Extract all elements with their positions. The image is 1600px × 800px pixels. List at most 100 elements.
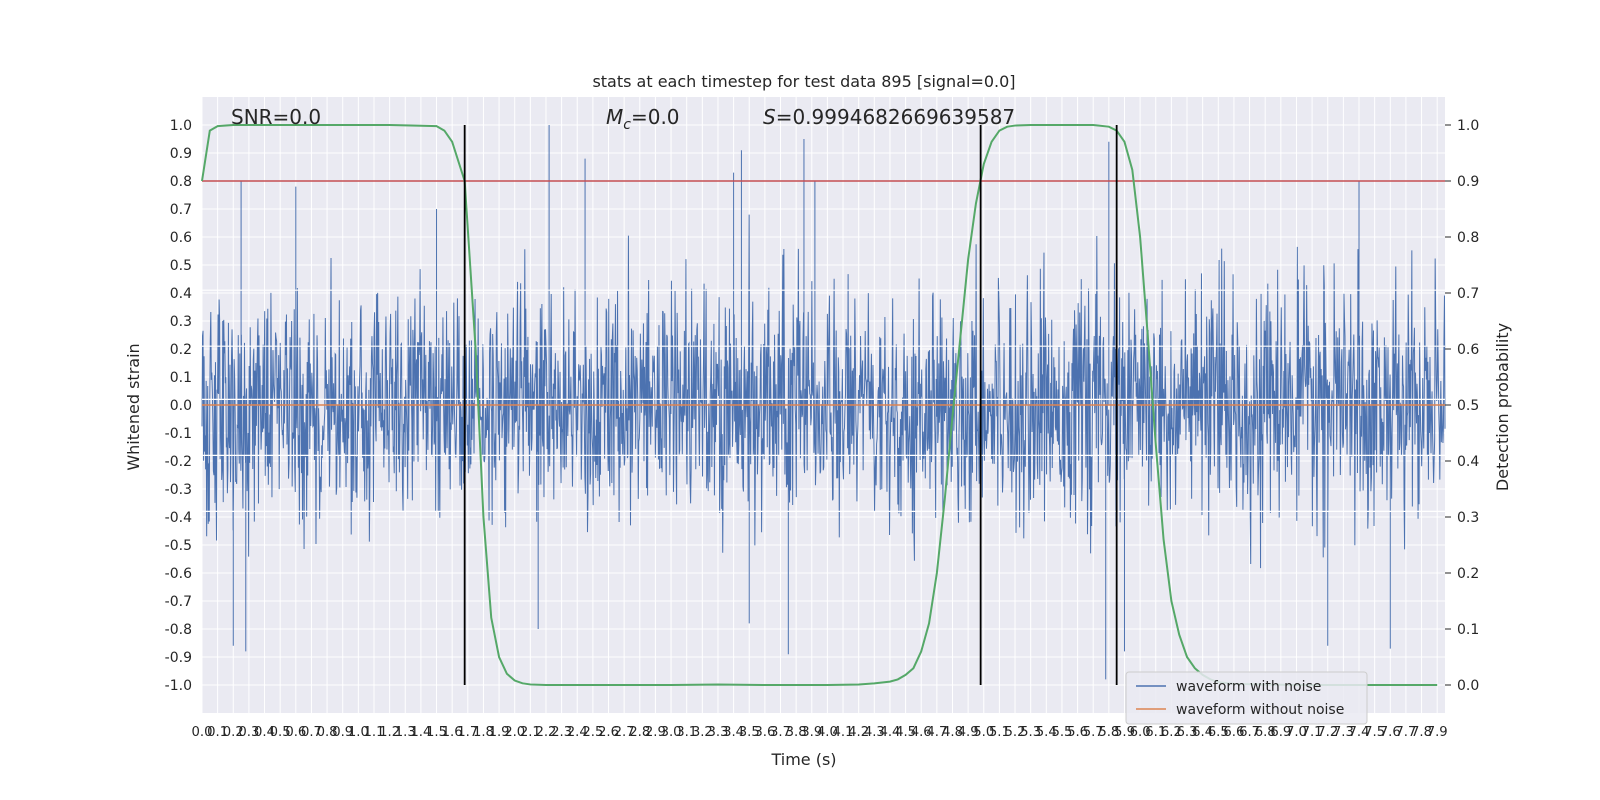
y-tick-label-left: -1.0 bbox=[165, 678, 192, 694]
x-tick-label: 7.1 bbox=[1302, 725, 1323, 740]
y-axis-right: 1.0 0.9 0.8 0.7 0.6 0.5 0.4 0.3 0.2 0.1 0.0 bbox=[1445, 118, 1479, 694]
x-tick-label: 5.2 bbox=[1005, 725, 1026, 740]
x-tick-label: 1.3 bbox=[395, 725, 416, 740]
x-tick-label: 0.5 bbox=[270, 725, 291, 740]
x-tick-label: 1.2 bbox=[379, 725, 400, 740]
x-axis: 0.00.10.20.30.40.50.60.70.80.91.01.11.21… bbox=[192, 725, 1448, 740]
x-tick-label: 2.4 bbox=[567, 725, 588, 740]
y-tick-label-right: 0.4 bbox=[1457, 454, 1479, 470]
x-tick-label: 4.2 bbox=[848, 725, 869, 740]
x-tick-label: 5.5 bbox=[1051, 725, 1072, 740]
x-tick-label: 4.6 bbox=[911, 725, 932, 740]
x-tick-label: 7.6 bbox=[1380, 725, 1401, 740]
s-annotation: S=0.9994682669639587 bbox=[763, 105, 1015, 129]
x-tick-label: 3.9 bbox=[801, 725, 822, 740]
y-tick-label-right: 0.5 bbox=[1457, 398, 1479, 414]
x-tick-label: 4.9 bbox=[958, 725, 979, 740]
y-tick-label-right: 0.6 bbox=[1457, 342, 1479, 358]
legend-label-clean: waveform without noise bbox=[1176, 702, 1344, 718]
series-detection-probability bbox=[201, 124, 1438, 686]
y-tick-label-left: -0.9 bbox=[165, 650, 192, 666]
x-tick-label: 4.1 bbox=[833, 725, 854, 740]
x-tick-label: 5.4 bbox=[1036, 725, 1057, 740]
x-tick-label: 1.7 bbox=[457, 725, 478, 740]
x-tick-label: 6.3 bbox=[1177, 725, 1198, 740]
y-tick-label-left: 0.5 bbox=[170, 258, 192, 274]
y-tick-label-left: -0.7 bbox=[165, 594, 192, 610]
x-tick-label: 3.0 bbox=[661, 725, 682, 740]
y-tick-label-left: -0.3 bbox=[165, 482, 192, 498]
x-tick-label: 5.0 bbox=[973, 725, 994, 740]
x-tick-label: 1.5 bbox=[426, 725, 447, 740]
snr-annotation: SNR=0.0 bbox=[231, 105, 321, 129]
x-tick-label: 4.0 bbox=[817, 725, 838, 740]
y-tick-label-right: 0.2 bbox=[1457, 566, 1479, 582]
noise-series bbox=[201, 125, 1446, 680]
x-tick-label: 1.9 bbox=[489, 725, 510, 740]
x-tick-label: 3.4 bbox=[723, 725, 744, 740]
y-tick-label-left: 0.7 bbox=[170, 202, 192, 218]
x-tick-label: 1.4 bbox=[410, 725, 431, 740]
x-tick-label: 4.8 bbox=[942, 725, 963, 740]
x-tick-label: 4.5 bbox=[895, 725, 916, 740]
mc-annotation: Mc=0.0 bbox=[606, 105, 680, 133]
y-tick-label-right: 0.9 bbox=[1457, 174, 1479, 190]
y-tick-label-left: 0.8 bbox=[170, 174, 192, 190]
annotations: SNR=0.0 Mc=0.0 S=0.9994682669639587 bbox=[231, 105, 1015, 133]
x-tick-label: 2.7 bbox=[614, 725, 635, 740]
y-tick-label-left: 0.4 bbox=[170, 286, 192, 302]
y-tick-label-left: -0.2 bbox=[165, 454, 192, 470]
x-tick-label: 7.2 bbox=[1317, 725, 1338, 740]
x-tick-label: 1.8 bbox=[473, 725, 494, 740]
x-tick-label: 5.3 bbox=[1020, 725, 1041, 740]
x-tick-label: 3.1 bbox=[676, 725, 697, 740]
x-tick-label: 2.6 bbox=[598, 725, 619, 740]
x-tick-label: 7.0 bbox=[1286, 725, 1307, 740]
x-axis-label: Time (s) bbox=[770, 750, 836, 769]
x-tick-label: 3.2 bbox=[692, 725, 713, 740]
x-tick-label: 0.4 bbox=[254, 725, 275, 740]
x-tick-label: 3.3 bbox=[707, 725, 728, 740]
x-tick-label: 0.6 bbox=[285, 725, 306, 740]
y-tick-label-left: -0.4 bbox=[165, 510, 192, 526]
y-tick-label-left: -0.1 bbox=[165, 426, 192, 442]
y-axis-label-left: Whitened strain bbox=[124, 343, 143, 470]
x-tick-label: 2.9 bbox=[645, 725, 666, 740]
x-tick-label: 3.5 bbox=[739, 725, 760, 740]
x-tick-label: 6.9 bbox=[1270, 725, 1291, 740]
x-tick-label: 7.8 bbox=[1411, 725, 1432, 740]
x-tick-label: 2.3 bbox=[551, 725, 572, 740]
x-tick-label: 4.3 bbox=[864, 725, 885, 740]
x-tick-label: 0.7 bbox=[301, 725, 322, 740]
y-tick-label-right: 1.0 bbox=[1457, 118, 1479, 134]
x-tick-label: 0.3 bbox=[238, 725, 259, 740]
x-tick-label: 3.8 bbox=[786, 725, 807, 740]
x-tick-label: 6.8 bbox=[1255, 725, 1276, 740]
y-axis-left: 1.0 0.9 0.8 0.7 0.6 0.5 0.4 0.3 0.2 0.1 0.0 -0.1 -0.… bbox=[165, 118, 192, 694]
x-tick-label: 6.2 bbox=[1161, 725, 1182, 740]
y-tick-label-right: 0.0 bbox=[1457, 678, 1479, 694]
y-tick-label-left: 0.2 bbox=[170, 342, 192, 358]
x-tick-label: 6.0 bbox=[1130, 725, 1151, 740]
x-tick-label: 6.7 bbox=[1239, 725, 1260, 740]
x-tick-label: 7.3 bbox=[1333, 725, 1354, 740]
x-tick-label: 6.5 bbox=[1208, 725, 1229, 740]
chart-title: stats at each timestep for test data 895… bbox=[592, 72, 1015, 91]
x-tick-label: 1.1 bbox=[363, 725, 384, 740]
x-tick-label: 0.0 bbox=[192, 725, 213, 740]
y-tick-label-right: 0.7 bbox=[1457, 286, 1479, 302]
y-tick-label-left: -0.8 bbox=[165, 622, 192, 638]
x-tick-label: 4.4 bbox=[879, 725, 900, 740]
x-tick-label: 5.6 bbox=[1067, 725, 1088, 740]
y-tick-label-left: 1.0 bbox=[170, 118, 192, 134]
x-tick-label: 6.1 bbox=[1145, 725, 1166, 740]
x-tick-label: 7.7 bbox=[1395, 725, 1416, 740]
y-tick-label-left: 0.0 bbox=[170, 398, 192, 414]
y-tick-label-right: 0.8 bbox=[1457, 230, 1479, 246]
series-waveform-with-noise bbox=[201, 125, 1446, 680]
x-tick-label: 2.5 bbox=[582, 725, 603, 740]
y-tick-label-left: 0.3 bbox=[170, 314, 192, 330]
y-tick-label-left: 0.1 bbox=[170, 370, 192, 386]
y-axis-label-right: Detection probability bbox=[1493, 323, 1512, 491]
